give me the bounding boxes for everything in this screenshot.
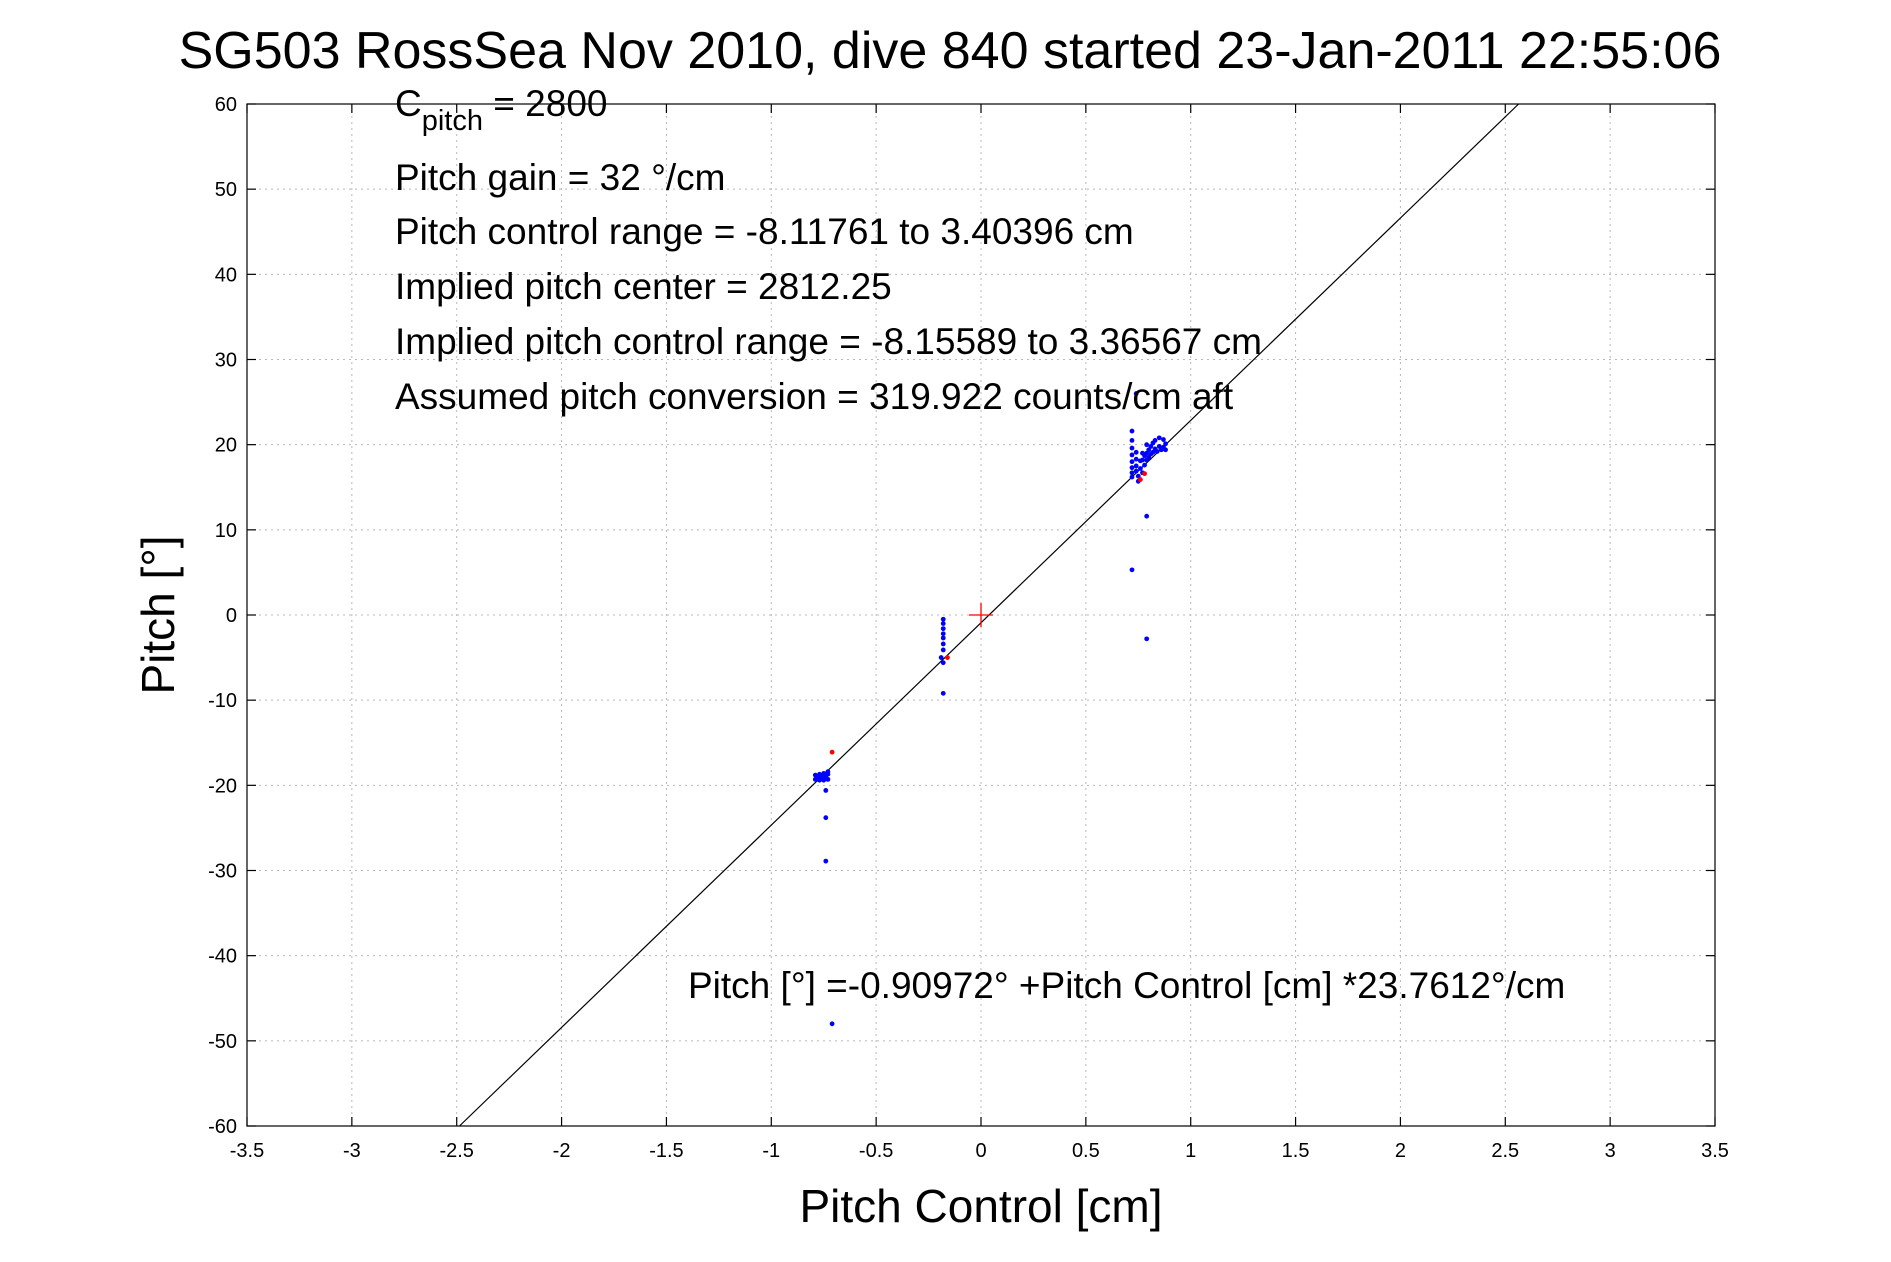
data-point [1129, 459, 1135, 465]
y-tick-label: -10 [208, 690, 237, 712]
data-point [940, 690, 946, 696]
data-point [1129, 567, 1135, 573]
annotation-cpitch: Cpitch = 2800 [395, 83, 607, 137]
data-points [812, 391, 1168, 1027]
data-point [1133, 468, 1139, 474]
data-point [940, 616, 946, 622]
annotation-fit-equation: Pitch [°] =-0.90972° +Pitch Control [cm]… [688, 965, 1565, 1006]
y-tick-label: 0 [226, 605, 237, 627]
chart-title: SG503 RossSea Nov 2010, dive 840 started… [179, 22, 1722, 80]
data-point [1144, 636, 1150, 642]
data-point [829, 1021, 835, 1027]
x-tick-label: 3.5 [1701, 1140, 1729, 1162]
data-point [1140, 457, 1145, 463]
data-point [1142, 471, 1147, 477]
annotation-cpitch-subscript: pitch [422, 105, 483, 137]
data-point [940, 660, 946, 666]
data-point [940, 631, 946, 637]
data-point [1163, 441, 1168, 447]
annotation-implied-center: Implied pitch center = 2812.25 [395, 266, 892, 307]
y-tick-label: -60 [208, 1116, 237, 1138]
x-tick-label: 0 [975, 1140, 986, 1162]
plot-area [459, 103, 1520, 1127]
data-point [938, 655, 944, 660]
data-point [1129, 452, 1135, 458]
data-point [1161, 437, 1166, 442]
y-tick-label: 50 [215, 179, 237, 201]
data-point [1133, 456, 1139, 462]
y-tick-label: 60 [215, 94, 237, 116]
y-tick-label: -40 [208, 946, 237, 968]
data-point [1129, 470, 1135, 476]
y-tick-label: -20 [208, 775, 237, 797]
x-tick-label: -2.5 [439, 1140, 473, 1162]
x-tick-labels: -3.5 -3 -2.5 -2 -1.5 -1 -0.5 0 0.5 1 1.5 2 2.5 3 3.5 [230, 1140, 1729, 1162]
y-tick-label: 20 [215, 435, 237, 457]
grid-lines [247, 104, 1715, 1126]
axis-ticks [246, 103, 1716, 1127]
x-tick-label: -1 [762, 1140, 780, 1162]
annotations: Cpitch = 2800 Pitch gain = 32 °/cm Pitch… [395, 83, 1565, 1006]
x-tick-label: -3.5 [230, 1140, 264, 1162]
data-point [1156, 435, 1162, 441]
x-tick-label: 2.5 [1491, 1140, 1519, 1162]
annotation-cpitch-value: = 2800 [483, 83, 607, 124]
plot-axes: -3.5 -3 -2.5 -2 -1.5 -1 -0.5 0 0.5 1 1.5 2 2.5 3 3.5 6… [208, 94, 1729, 1162]
data-point [1163, 447, 1168, 453]
data-point [1137, 477, 1143, 482]
data-point [1154, 449, 1160, 454]
y-tick-label: 40 [215, 264, 237, 286]
data-point [1129, 428, 1135, 434]
data-point [940, 641, 946, 647]
annotation-cpitch-prefix: C [395, 83, 422, 124]
y-axis-label: Pitch [°] [132, 535, 184, 694]
data-point [1129, 438, 1135, 443]
data-point [1133, 463, 1139, 469]
annotation-conversion: Assumed pitch conversion = 319.922 count… [395, 376, 1234, 417]
data-point [1129, 474, 1135, 480]
data-point [1133, 391, 1139, 396]
data-point [1144, 442, 1150, 448]
x-tick-label: 0.5 [1072, 1140, 1100, 1162]
y-tick-label: -50 [208, 1031, 237, 1053]
y-tick-label: 10 [215, 520, 237, 542]
y-tick-label: 30 [215, 350, 237, 372]
data-point [825, 769, 831, 775]
data-point [1144, 513, 1150, 519]
x-axis-label: Pitch Control [cm] [800, 1180, 1163, 1232]
center-marker [969, 603, 993, 627]
x-tick-label: -1.5 [649, 1140, 683, 1162]
x-tick-label: -3 [343, 1140, 361, 1162]
data-point [945, 655, 950, 660]
x-tick-label: 1 [1185, 1140, 1196, 1162]
x-tick-label: 1.5 [1282, 1140, 1310, 1162]
y-tick-labels: 60 50 40 30 20 10 0 -10 -20 -30 -40 -50 -60 [208, 94, 237, 1138]
data-point [823, 815, 829, 821]
annotation-pitch-gain: Pitch gain = 32 °/cm [395, 157, 726, 198]
data-point [829, 749, 835, 755]
data-point [940, 647, 946, 653]
data-point [1133, 449, 1139, 455]
data-point [1137, 466, 1143, 471]
x-tick-label: 3 [1605, 1140, 1616, 1162]
annotation-implied-range: Implied pitch control range = -8.15589 t… [395, 321, 1262, 362]
data-point [1142, 462, 1147, 468]
y-tick-label: -30 [208, 861, 237, 883]
data-point [1129, 445, 1135, 451]
data-point [940, 626, 946, 632]
data-point [940, 635, 946, 641]
data-point [823, 858, 829, 864]
annotation-control-range: Pitch control range = -8.11761 to 3.4039… [395, 211, 1134, 252]
x-tick-label: 2 [1395, 1140, 1406, 1162]
data-point [823, 788, 829, 793]
data-point [1129, 465, 1135, 471]
data-point [1152, 438, 1158, 443]
data-point [825, 776, 831, 782]
x-tick-label: -2 [553, 1140, 571, 1162]
x-tick-label: -0.5 [859, 1140, 893, 1162]
data-point [940, 621, 946, 626]
